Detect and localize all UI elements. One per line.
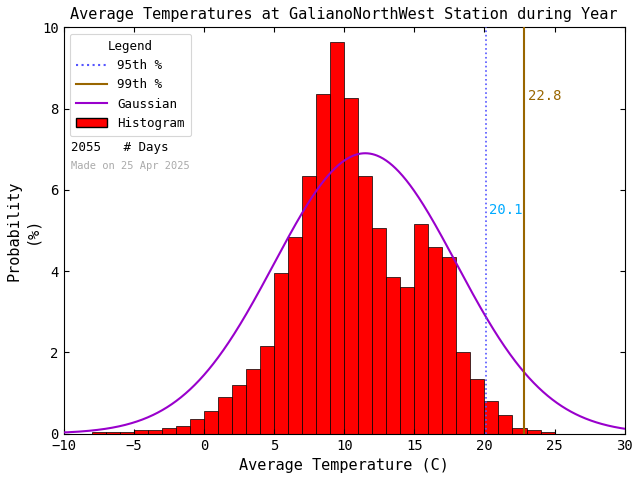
Y-axis label: Probability
(%): Probability (%): [7, 180, 39, 281]
Bar: [120, 432, 134, 433]
Bar: [204, 411, 218, 433]
Bar: [344, 98, 358, 433]
Bar: [484, 401, 499, 433]
Bar: [302, 176, 316, 433]
Bar: [288, 237, 302, 433]
Text: 20.1: 20.1: [489, 203, 522, 217]
Bar: [387, 277, 400, 433]
Bar: [246, 369, 260, 433]
Text: 2055   # Days: 2055 # Days: [71, 141, 168, 154]
Bar: [190, 420, 204, 433]
Bar: [162, 428, 176, 433]
Bar: [316, 95, 330, 433]
Bar: [148, 430, 162, 433]
Bar: [274, 273, 288, 433]
Bar: [414, 224, 428, 433]
Text: Made on 25 Apr 2025: Made on 25 Apr 2025: [71, 161, 189, 171]
Bar: [134, 430, 148, 433]
Bar: [400, 288, 414, 433]
Bar: [92, 432, 106, 433]
X-axis label: Average Temperature (C): Average Temperature (C): [239, 458, 449, 473]
Bar: [470, 379, 484, 433]
Bar: [456, 352, 470, 433]
Bar: [372, 228, 387, 433]
Text: 22.8: 22.8: [528, 89, 561, 103]
Bar: [499, 415, 513, 433]
Bar: [176, 425, 190, 433]
Bar: [513, 428, 527, 433]
Bar: [330, 41, 344, 433]
Bar: [358, 176, 372, 433]
Title: Average Temperatures at GalianoNorthWest Station during Year: Average Temperatures at GalianoNorthWest…: [70, 7, 618, 22]
Bar: [106, 432, 120, 433]
Bar: [527, 430, 541, 433]
Legend: 95th %, 99th %, Gaussian, Histogram: 95th %, 99th %, Gaussian, Histogram: [70, 34, 191, 136]
Bar: [541, 432, 555, 433]
Bar: [428, 247, 442, 433]
Bar: [442, 257, 456, 433]
Bar: [232, 385, 246, 433]
Bar: [260, 346, 274, 433]
Bar: [218, 397, 232, 433]
